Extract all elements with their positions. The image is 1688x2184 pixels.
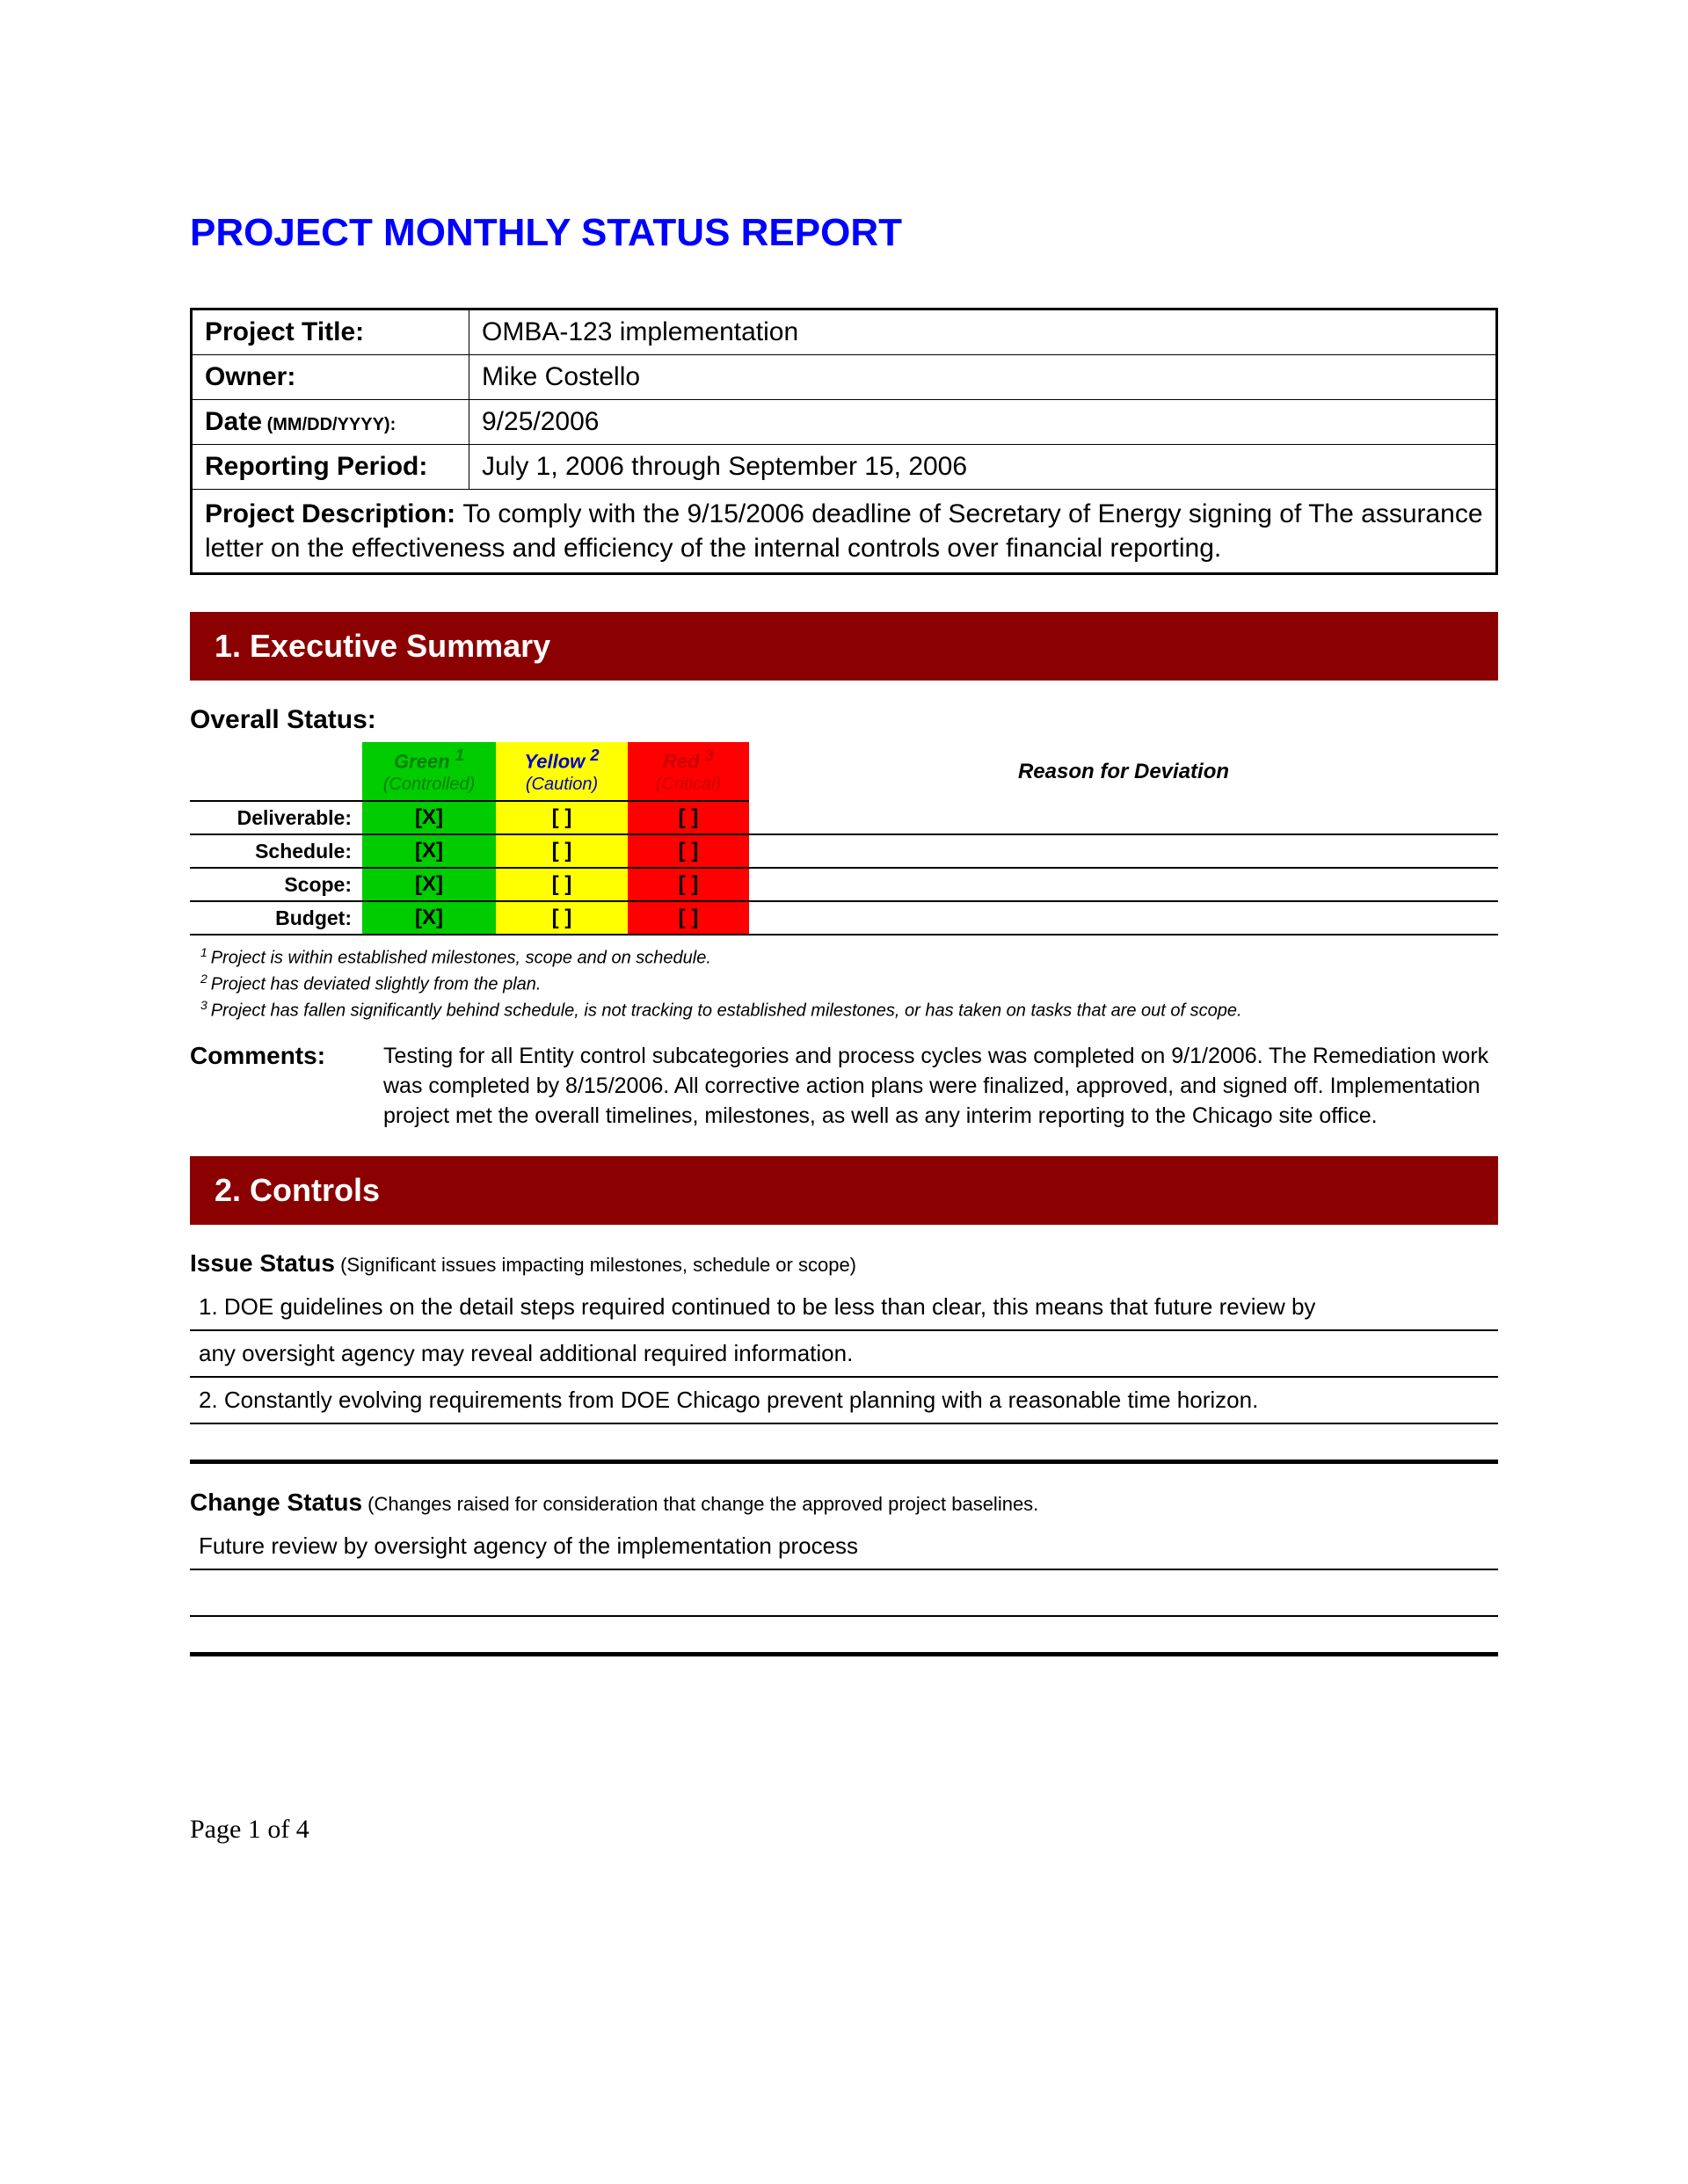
date-value: 9/25/2006 (469, 400, 1497, 445)
meta-row-period: Reporting Period: July 1, 2006 through S… (192, 445, 1497, 490)
yellow-sub: (Caution) (496, 775, 628, 801)
footnotes: 1 Project is within established mileston… (200, 944, 1498, 1023)
deliverable-green: [X] (362, 801, 496, 834)
budget-red: [ ] (628, 901, 749, 935)
red-header: Red 3 (628, 742, 749, 775)
project-title-value: OMBA-123 implementation (469, 309, 1497, 355)
scope-yellow: [ ] (496, 868, 628, 901)
period-value: July 1, 2006 through September 15, 2006 (469, 445, 1497, 490)
footnote-3: 3 Project has fallen significantly behin… (200, 997, 1498, 1023)
deliverable-red: [ ] (628, 801, 749, 834)
status-row-scope: Scope: [X] [ ] [ ] (190, 868, 1498, 901)
meta-row-owner: Owner: Mike Costello (192, 355, 1497, 400)
issue-status-heading: Issue Status (Significant issues impacti… (190, 1249, 1498, 1278)
meta-row-description: Project Description: To comply with the … (192, 490, 1497, 574)
comments-block: Comments: Testing for all Entity control… (190, 1042, 1498, 1131)
change-line-1: Future review by oversight agency of the… (190, 1524, 1498, 1570)
date-label: Date (MM/DD/YYYY): (192, 400, 469, 445)
project-title-label: Project Title: (192, 309, 469, 355)
heavy-rule-2 (190, 1652, 1498, 1656)
section-controls: 2. Controls (190, 1156, 1498, 1225)
red-sub: (Critical) (628, 775, 749, 801)
section-executive-summary: 1. Executive Summary (190, 612, 1498, 681)
row-label-budget: Budget: (190, 901, 362, 935)
owner-value: Mike Costello (469, 355, 1497, 400)
status-header-row-1: Green 1 Yellow 2 Red 3 Reason for Deviat… (190, 742, 1498, 775)
budget-yellow: [ ] (496, 901, 628, 935)
scope-reason (749, 868, 1498, 901)
project-description: Project Description: To comply with the … (192, 490, 1497, 574)
schedule-red: [ ] (628, 834, 749, 868)
heavy-rule-1 (190, 1460, 1498, 1464)
row-label-deliverable: Deliverable: (190, 801, 362, 834)
report-title: PROJECT MONTHLY STATUS REPORT (190, 211, 1498, 255)
scope-green: [X] (362, 868, 496, 901)
green-sub: (Controlled) (362, 775, 496, 801)
issue-line-1: 1. DOE guidelines on the detail steps re… (190, 1285, 1498, 1331)
issue-line-2: 2. Constantly evolving requirements from… (190, 1378, 1498, 1424)
comments-text: Testing for all Entity control subcatego… (383, 1042, 1498, 1131)
comments-label: Comments: (190, 1042, 362, 1131)
footnote-2: 2 Project has deviated slightly from the… (200, 971, 1498, 997)
yellow-header: Yellow 2 (496, 742, 628, 775)
scope-red: [ ] (628, 868, 749, 901)
schedule-green: [X] (362, 834, 496, 868)
row-label-scope: Scope: (190, 868, 362, 901)
owner-label: Owner: (192, 355, 469, 400)
status-row-deliverable: Deliverable: [X] [ ] [ ] (190, 801, 1498, 834)
change-status-heading: Change Status (Changes raised for consid… (190, 1489, 1498, 1517)
issue-line-1b: any oversight agency may reveal addition… (190, 1331, 1498, 1378)
footnote-1: 1 Project is within established mileston… (200, 944, 1498, 971)
reason-header: Reason for Deviation (749, 742, 1498, 801)
budget-reason (749, 901, 1498, 935)
status-row-schedule: Schedule: [X] [ ] [ ] (190, 834, 1498, 868)
schedule-yellow: [ ] (496, 834, 628, 868)
meta-row-project-title: Project Title: OMBA-123 implementation (192, 309, 1497, 355)
deliverable-reason (749, 801, 1498, 834)
status-row-budget: Budget: [X] [ ] [ ] (190, 901, 1498, 935)
change-line-blank (190, 1570, 1498, 1617)
overall-status-table: Green 1 Yellow 2 Red 3 Reason for Deviat… (190, 742, 1498, 935)
deliverable-yellow: [ ] (496, 801, 628, 834)
budget-green: [X] (362, 901, 496, 935)
row-label-schedule: Schedule: (190, 834, 362, 868)
period-label: Reporting Period: (192, 445, 469, 490)
overall-status-heading: Overall Status: (190, 705, 1498, 735)
meta-table: Project Title: OMBA-123 implementation O… (190, 308, 1498, 575)
green-header: Green 1 (362, 742, 496, 775)
schedule-reason (749, 834, 1498, 868)
page-footer: Page 1 of 4 (190, 1815, 1498, 1845)
meta-row-date: Date (MM/DD/YYYY): 9/25/2006 (192, 400, 1497, 445)
